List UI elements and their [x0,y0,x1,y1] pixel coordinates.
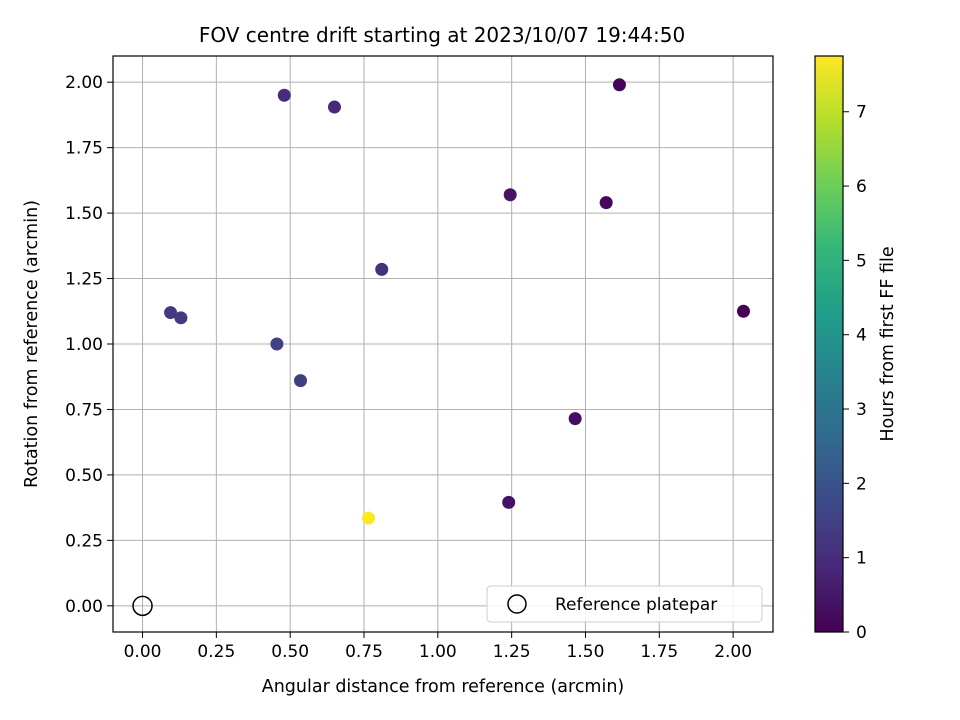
legend: Reference platepar [486,585,763,623]
data-point [736,304,750,318]
colorbar: 0 1 2 3 4 5 6 7 Hours from first FF file [814,55,898,643]
reference-marker [132,595,153,617]
legend-box [486,585,763,623]
x-tick-label: 1.00 [419,642,457,662]
data-point [612,78,626,92]
data-point [361,511,375,525]
plot-area: 0.00 0.25 0.50 0.75 1.00 1.25 1.50 1.75 2.00 0.0… [65,55,774,662]
data-point [277,88,291,102]
colorbar-ticks: 0 1 2 3 4 5 6 7 [843,103,867,643]
data-point [568,412,582,426]
x-tick-label: 1.50 [567,642,605,662]
chart-title: FOV centre drift starting at 2023/10/07 … [199,23,685,47]
x-tick-label: 0.50 [271,642,309,662]
grid [113,56,773,632]
data-point [599,196,613,210]
colorbar-tick-label: 5 [856,251,867,271]
data-point [375,262,389,276]
y-tick-label: 1.00 [65,335,103,355]
data-point [327,100,341,114]
y-tick-label: 0.00 [65,597,103,617]
legend-marker [507,594,527,614]
y-tick-label: 1.50 [65,204,103,224]
y-axis-label: Rotation from reference (arcmin) [22,200,42,488]
y-tick-label: 1.75 [65,139,103,159]
reference-point [132,595,153,617]
y-tick-label: 0.50 [65,466,103,486]
x-axis-label: Angular distance from reference (arcmin) [262,677,625,697]
colorbar-tick-label: 3 [856,400,867,420]
y-tick-label: 1.25 [65,270,103,290]
x-tick-label: 1.25 [493,642,531,662]
data-point [503,188,517,202]
colorbar-tick-label: 7 [856,103,867,123]
data-point [294,374,308,388]
data-point [270,337,284,351]
y-tick-label: 0.25 [65,531,103,551]
colorbar-tick-label: 2 [856,474,867,494]
x-axis: 0.00 0.25 0.50 0.75 1.00 1.25 1.50 1.75 2.00 [124,632,752,662]
colorbar-tick-label: 0 [856,623,867,643]
colorbar-tick-label: 4 [856,326,867,346]
data-point [502,495,516,509]
y-axis: 0.00 0.25 0.50 0.75 1.00 1.25 1.50 1.75 2.00 [65,73,113,617]
data-point [164,306,178,320]
data-points [164,78,750,525]
colorbar-label: Hours from first FF file [878,246,898,441]
y-tick-label: 0.75 [65,400,103,420]
colorbar-tick-label: 6 [856,177,867,197]
x-tick-label: 0.25 [197,642,235,662]
y-tick-label: 2.00 [65,73,103,93]
x-tick-label: 0.75 [345,642,383,662]
colorbar-tick-label: 1 [856,549,867,569]
x-tick-label: 1.75 [640,642,678,662]
data-point [174,311,188,325]
x-tick-label: 2.00 [714,642,752,662]
colorbar-gradient [814,55,844,633]
x-tick-label: 0.00 [124,642,162,662]
legend-label: Reference platepar [555,595,717,615]
